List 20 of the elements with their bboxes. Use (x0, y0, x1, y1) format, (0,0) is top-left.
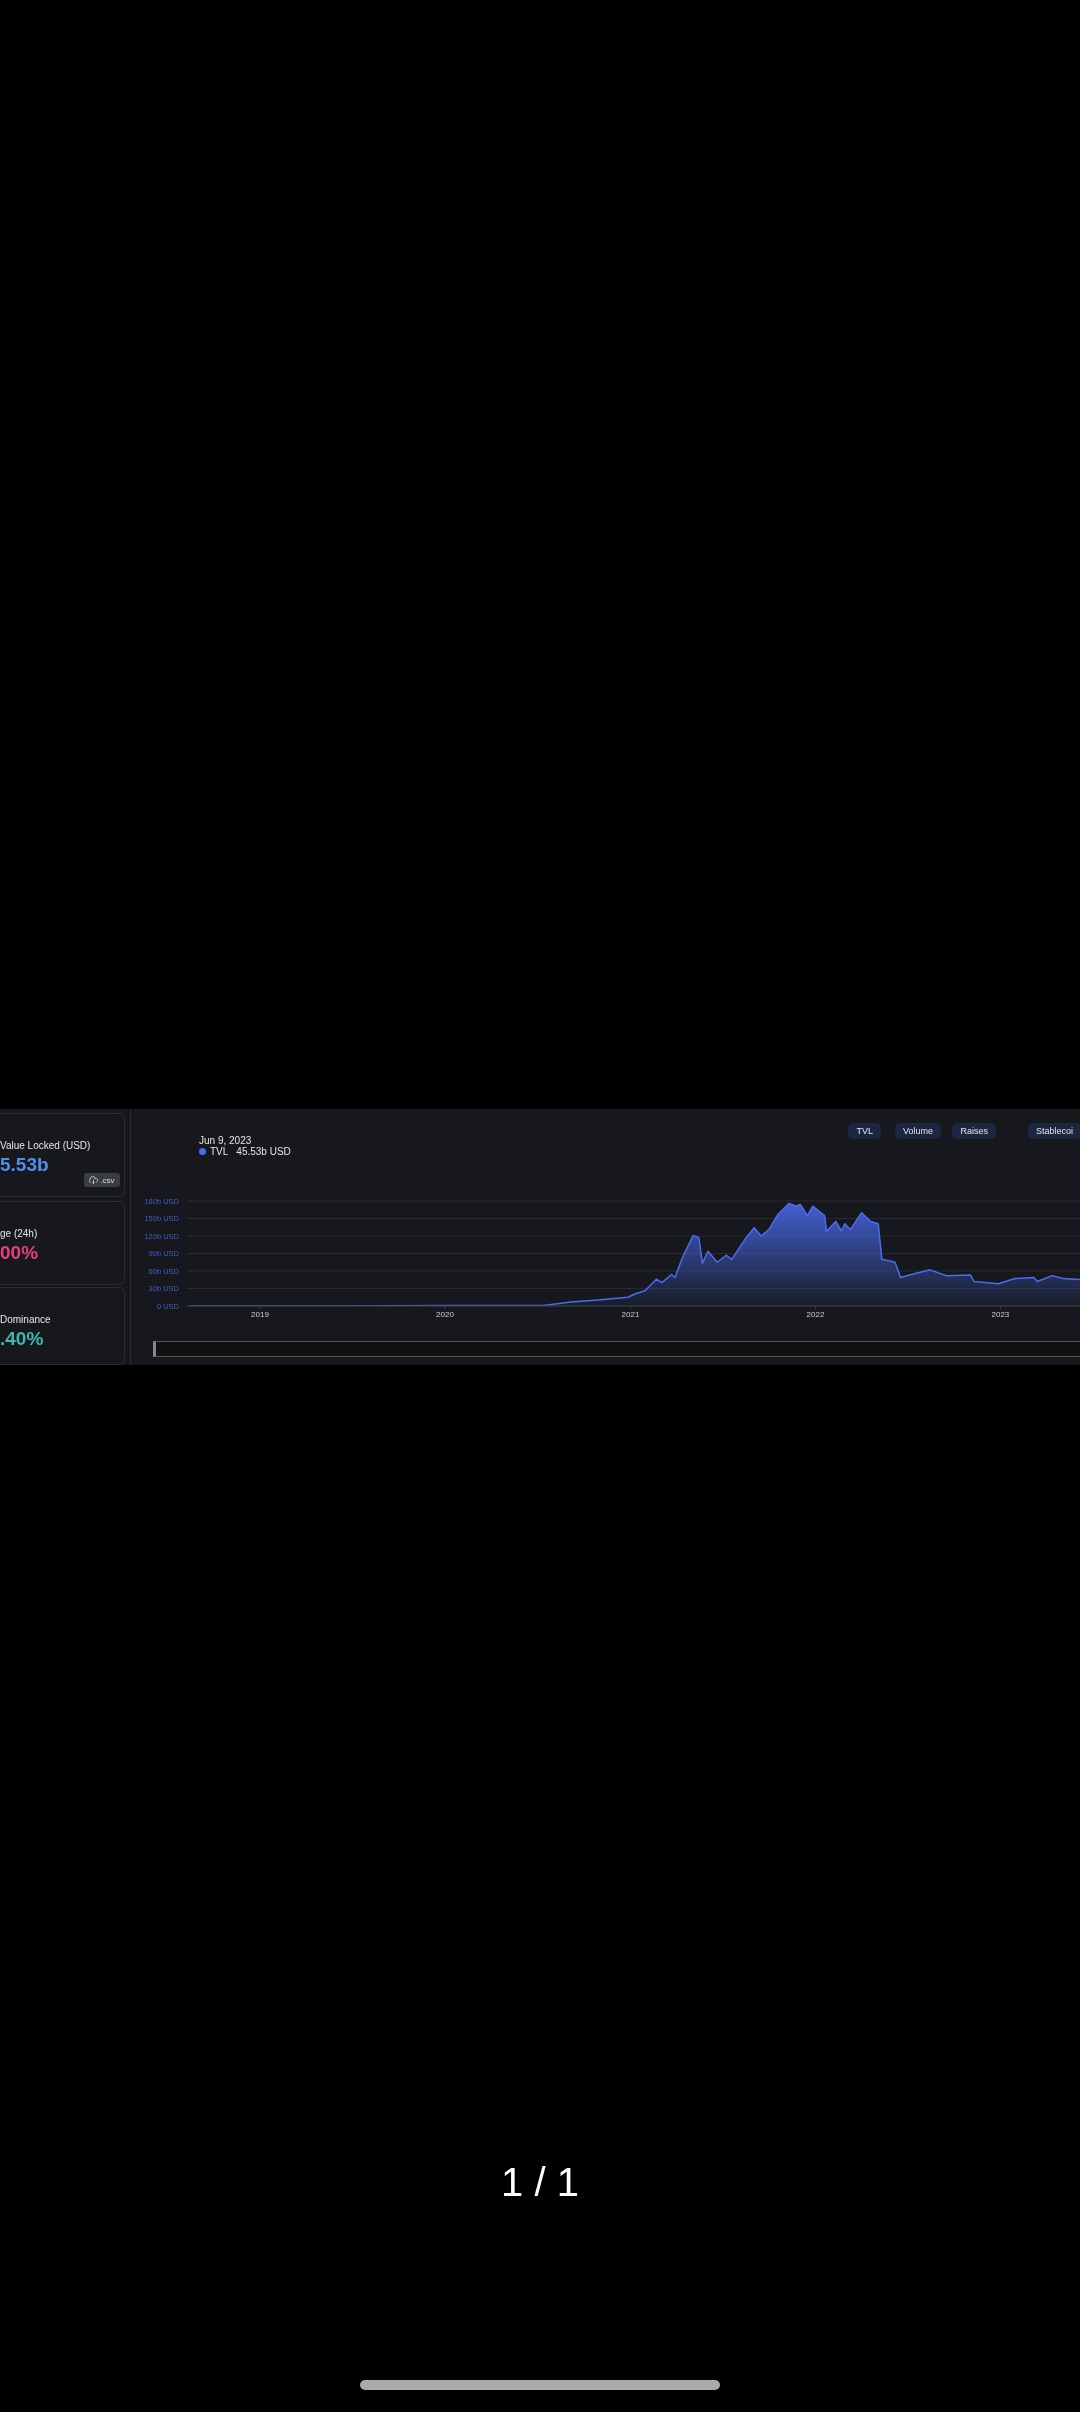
text: 00% (0, 1242, 39, 1264)
legend-label: TVL (210, 1146, 229, 1157)
text: 1 / 1 (500, 2160, 580, 2205)
text: Volume (894, 1123, 941, 1139)
text: ge (24h) (0, 1228, 38, 1239)
download-csv-button: .csv (84, 1173, 120, 1187)
text: 5.53b (0, 1154, 49, 1176)
text: Stablecoi (1027, 1123, 1080, 1139)
text: TVL (848, 1123, 881, 1139)
text: Raises (952, 1123, 996, 1139)
text: .40% (0, 1328, 44, 1350)
x-tick-label: 2021 (621, 1309, 640, 1319)
x-tick-label: 2023 (991, 1309, 1010, 1319)
text: Dominance (0, 1314, 51, 1325)
text: Value Locked (USD) (0, 1140, 91, 1151)
text: 45.53b USD (236, 1146, 291, 1157)
x-tick-label: 2022 (806, 1309, 825, 1319)
x-tick-label: 2020 (436, 1309, 455, 1319)
x-tick-label: 2019 (251, 1309, 270, 1319)
text: Jun 9, 2023 (199, 1135, 253, 1146)
